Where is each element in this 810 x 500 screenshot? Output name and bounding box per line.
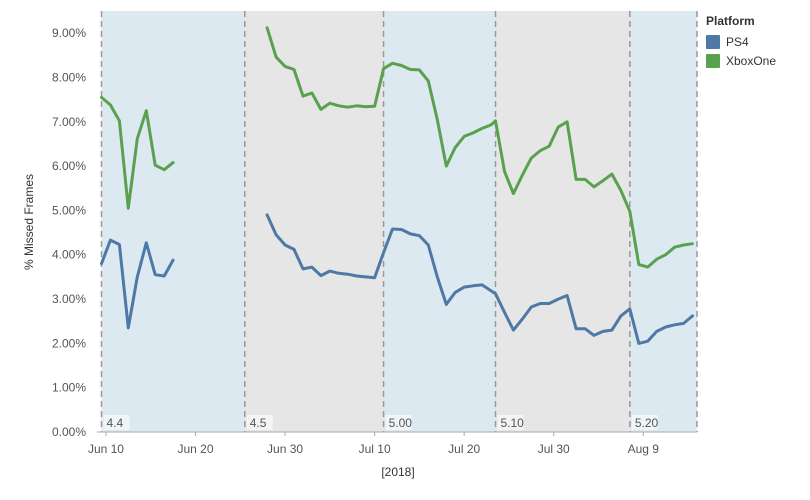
band-label: 5.10 [501,416,525,430]
x-tick-label: Jun 20 [177,442,213,456]
release-labels: 4.4 4.5 5.00 5.10 5.20 [103,415,659,430]
y-tick-label: 3.00% [52,292,86,306]
x-tick-label: Jul 20 [448,442,480,456]
band-label-bg [497,415,524,430]
band-label-bg [385,415,412,430]
legend-label-ps4: PS4 [726,34,749,49]
series-line-ps4-0 [100,238,175,330]
x-tick-label: Jun 10 [88,442,124,456]
series-line-ps4-1 [265,213,694,345]
x-tick-label: Jun 30 [267,442,303,456]
legend-item-ps4[interactable]: PS4 [706,32,776,51]
y-tick-label: 7.00% [52,115,86,129]
band-5-10 [495,11,630,432]
y-tick-label: 8.00% [52,70,86,84]
release-bands [101,11,697,432]
band-label-bg [631,415,658,430]
x-tick-label: Jul 10 [359,442,391,456]
legend-title: Platform [706,14,755,28]
band-label: 5.20 [635,416,659,430]
y-tick-label: 4.00% [52,248,86,262]
y-tick-label: 1.00% [52,381,86,395]
series-line-xboxone-0 [100,95,175,210]
legend-swatch-ps4 [706,34,720,49]
y-tick-label: 6.00% [52,159,86,173]
band-4-4 [101,11,245,432]
band-5-20 [629,11,697,432]
band-label: 4.4 [106,416,123,430]
x-axis-ticks: Jun 10 Jun 20 Jun 30 Jul 10 Jul 20 Jul 30 Aug … [88,432,659,456]
legend: Platform PS4 XboxOne [706,14,776,70]
y-tick-label: 9.00% [52,26,86,40]
y-tick-label: 2.00% [52,336,86,350]
series-lines [100,26,694,345]
band-5-00 [383,11,496,432]
y-tick-label: 0.00% [52,425,86,439]
legend-swatch-xboxone [706,53,720,68]
legend-label-xboxone: XboxOne [726,53,777,68]
y-axis-title: % Missed Frames [22,174,36,270]
band-label: 4.5 [250,416,267,430]
legend-item-xboxone[interactable]: XboxOne [706,51,776,70]
x-tick-label: Jul 30 [538,442,570,456]
series-line-xboxone-1 [265,26,694,269]
band-label: 5.00 [389,416,413,430]
band-label-bg [246,415,273,430]
y-axis-ticks: 0.00% 1.00% 2.00% 3.00% 4.00% 5.00% 6.00% 7.00%… [52,26,86,439]
x-axis-title: [2018] [381,465,414,479]
band-4-5 [244,11,384,432]
release-dividers [100,11,698,432]
band-label-bg [103,415,130,430]
x-tick-label: Aug 9 [628,442,660,456]
y-tick-label: 5.00% [52,203,86,217]
